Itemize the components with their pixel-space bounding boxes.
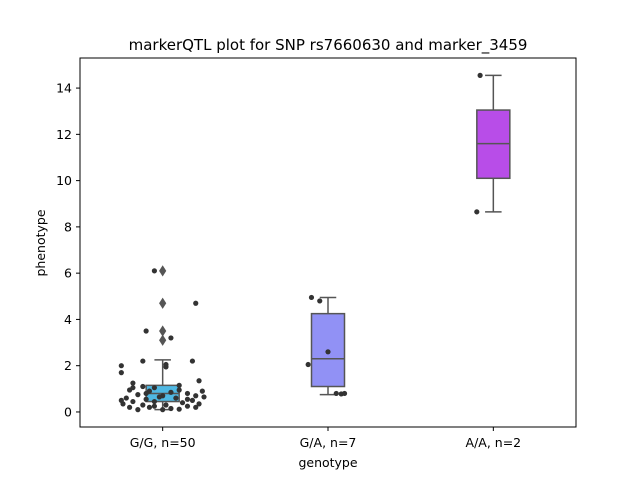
data-point (308, 294, 315, 301)
data-point (130, 380, 136, 386)
y-tick-label: 8 (64, 219, 72, 234)
data-point (317, 298, 323, 304)
data-point (168, 405, 174, 412)
outlier-marker (159, 297, 167, 309)
y-tick-label: 0 (64, 404, 72, 419)
data-point (325, 349, 331, 355)
data-point (160, 407, 166, 413)
y-tick-label: 12 (56, 127, 72, 142)
data-point (474, 209, 480, 215)
data-point (163, 402, 169, 408)
data-point (305, 361, 311, 368)
data-point (130, 398, 136, 405)
x-axis-title: genotype (298, 455, 357, 470)
data-point (143, 328, 149, 334)
y-axis-title: phenotype (33, 209, 48, 276)
data-point (146, 404, 153, 410)
data-point (118, 370, 124, 376)
y-tick-label: 2 (64, 358, 72, 373)
data-point (151, 385, 157, 391)
x-tick-label: G/G, n=50 (130, 435, 196, 450)
chart-title: markerQTL plot for SNP rs7660630 and mar… (129, 36, 528, 55)
box-group (118, 265, 207, 413)
data-point (168, 335, 174, 341)
data-point (156, 394, 162, 400)
data-point (143, 396, 149, 402)
data-point (333, 390, 339, 397)
y-tick-label: 6 (64, 266, 72, 281)
box-group (474, 72, 511, 215)
data-point (199, 388, 205, 394)
x-tick-label: G/A, n=7 (300, 435, 357, 450)
outlier-marker (159, 325, 167, 337)
data-point (184, 390, 191, 397)
data-point (151, 403, 157, 409)
box-group (305, 294, 348, 397)
data-point (140, 358, 146, 364)
data-point (201, 394, 207, 400)
data-point (151, 268, 157, 274)
data-point (196, 378, 202, 384)
data-point (127, 404, 133, 410)
data-point (123, 395, 129, 401)
data-point (151, 398, 157, 405)
plot-area (118, 72, 511, 413)
outlier-marker (159, 334, 167, 346)
data-point (193, 393, 199, 399)
data-point (184, 396, 191, 402)
data-point (130, 385, 136, 391)
data-point (163, 364, 169, 370)
y-tick-label: 14 (56, 81, 72, 96)
data-point (189, 397, 196, 403)
data-point (140, 383, 146, 390)
data-point (168, 389, 174, 395)
data-point (143, 390, 149, 397)
data-point (196, 401, 202, 407)
data-point (140, 402, 146, 408)
y-tick-label: 10 (56, 173, 72, 188)
data-point (135, 392, 141, 398)
data-point (477, 72, 483, 78)
data-point (118, 363, 124, 369)
data-point (179, 400, 186, 406)
x-tick-label: A/A, n=2 (466, 435, 522, 450)
data-point (193, 300, 199, 306)
data-point (176, 387, 182, 393)
data-point (118, 397, 124, 403)
data-point (184, 403, 191, 409)
data-point (193, 404, 199, 410)
data-point (176, 406, 182, 412)
data-point (135, 407, 141, 413)
y-axis: 0 2 4 6 8 10 12 14 (56, 81, 80, 419)
data-point (173, 395, 179, 401)
data-point (341, 390, 348, 397)
x-axis: G/G, n=50 G/A, n=7 A/A, n=2 (130, 427, 521, 450)
data-point (189, 358, 196, 364)
y-tick-label: 4 (64, 312, 72, 327)
outlier-marker (159, 265, 167, 277)
data-point (176, 382, 182, 388)
